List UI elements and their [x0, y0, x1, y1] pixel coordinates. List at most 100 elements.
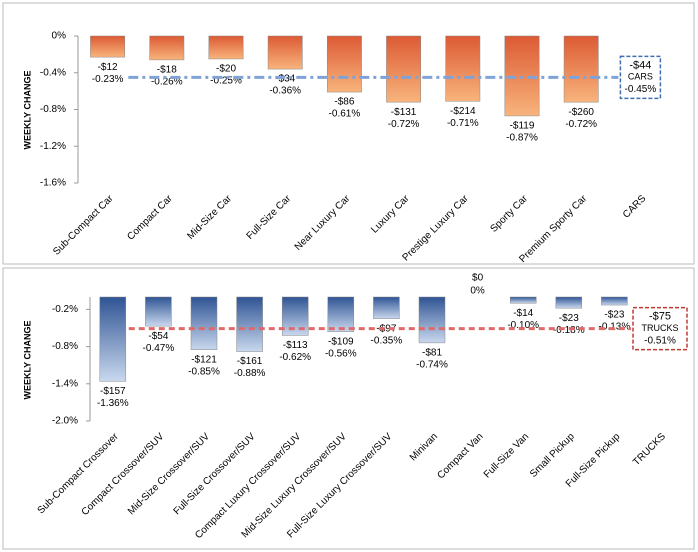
bar [149, 35, 185, 61]
bar [90, 35, 126, 58]
value-label: -0.26% [151, 77, 183, 88]
value-label: -0.36% [269, 86, 301, 97]
value-label: -0.61% [329, 109, 361, 120]
dollar-label: -$23 [559, 313, 579, 324]
dollar-label: -$119 [510, 121, 535, 132]
y-tick-label: -2.0% [52, 416, 78, 427]
dollar-label: -$131 [391, 107, 417, 118]
bar [326, 35, 362, 93]
bar [418, 296, 446, 344]
average-box [632, 306, 688, 351]
dollar-label: -$109 [328, 336, 354, 347]
dollar-label: -$121 [191, 354, 217, 365]
value-label: -0.87% [506, 133, 538, 144]
x-tick-label: Luxury Car [369, 193, 412, 236]
dollar-label: -$260 [568, 107, 594, 118]
dollar-label: -$214 [450, 106, 476, 117]
value-label: -0.47% [143, 343, 175, 354]
dollar-label: -$161 [237, 356, 263, 367]
bar [386, 35, 422, 103]
dollar-label: -$18 [157, 65, 177, 76]
value-label: -0.72% [565, 119, 597, 130]
dollar-label: -$86 [334, 97, 354, 108]
average-name: TRUCKS [641, 323, 678, 333]
bar [373, 296, 400, 319]
dollar-label: -$113 [283, 340, 308, 351]
value-label: -1.36% [97, 398, 129, 409]
x-tick-label: TRUCKS [631, 431, 668, 468]
value-label: -0.72% [388, 119, 420, 130]
value-label: -0.88% [234, 368, 266, 379]
dollar-label: -$157 [100, 386, 126, 397]
bar [509, 296, 537, 304]
average-name: CARS [628, 72, 653, 82]
x-tick-label: Full-Size Car [245, 193, 294, 242]
x-tick-label: Sporty Car [488, 193, 530, 235]
dollar-label: $0 [472, 273, 484, 284]
x-tick-label: Compact Crossover/SUV [80, 431, 167, 518]
dollar-label: -$97 [376, 323, 396, 334]
bar [190, 296, 218, 350]
y-tick-label: -0.8% [40, 104, 66, 115]
bar [563, 35, 599, 103]
dollar-label: -$12 [98, 62, 118, 73]
y-tick-label: -1.2% [40, 141, 66, 152]
value-label: -0.18% [553, 325, 585, 336]
value-label: -0.85% [188, 366, 220, 377]
x-tick-label: Small Pickup [528, 431, 577, 480]
x-tick-label: Premium Sporty Car [517, 193, 589, 265]
value-label: -0.56% [325, 348, 357, 359]
x-tick-label: Compact Car [125, 193, 175, 243]
dollar-label: -$14 [513, 308, 533, 319]
x-tick-label: Sub-Compact Car [51, 193, 116, 258]
average-value-label: -0.51% [644, 335, 676, 346]
panel [2, 2, 695, 265]
x-tick-label: Mid-Size Crossover/SUV [126, 431, 212, 517]
bar [99, 296, 127, 382]
x-tick-label: Full-Size Van [482, 431, 531, 480]
y-tick-label: -0.8% [52, 341, 78, 352]
dollar-label: -$34 [275, 74, 295, 85]
y-axis-title: WEEKLY CHANGE [22, 320, 32, 399]
bar [208, 35, 244, 60]
y-tick-label: -0.2% [52, 304, 78, 315]
value-label: -0.71% [447, 118, 479, 129]
x-tick-label: Sub-Compact Crossover [36, 431, 122, 517]
bar [145, 296, 172, 327]
dollar-label: -$54 [148, 331, 168, 342]
value-label: -0.62% [279, 352, 311, 363]
x-tick-label: Prestige Luxury Car [401, 193, 472, 264]
x-tick-label: CARS [621, 193, 649, 221]
x-tick-label: Full-Size Crossover/SUV [172, 431, 258, 517]
bar [555, 296, 583, 309]
x-tick-label: Compact Van [435, 431, 485, 481]
value-label: 0% [470, 286, 485, 297]
x-tick-label: Minivan [408, 431, 440, 463]
average-dollar-label: -$44 [629, 59, 651, 71]
panel [2, 267, 695, 550]
x-tick-label: Near Luxury Car [293, 193, 353, 253]
value-label: -0.23% [92, 74, 124, 85]
average-value-label: -0.45% [625, 84, 657, 95]
y-tick-label: 0% [52, 31, 67, 42]
y-tick-label: -0.4% [40, 67, 66, 78]
dollar-label: -$20 [216, 64, 236, 75]
value-label: -0.25% [210, 76, 242, 87]
y-tick-label: -1.6% [40, 178, 66, 189]
value-label: -0.35% [371, 335, 403, 346]
bar [601, 296, 628, 306]
x-tick-label: Mid-Size Car [185, 193, 234, 242]
value-label: -0.10% [507, 320, 539, 331]
bar [236, 296, 263, 352]
dollar-label: -$81 [422, 348, 442, 359]
bar [327, 296, 355, 332]
average-dollar-label: -$75 [649, 311, 671, 323]
dollar-label: -$23 [604, 310, 624, 321]
average-box [619, 55, 662, 100]
bar [445, 35, 481, 102]
y-axis-title: WEEKLY CHANGE [22, 70, 32, 149]
y-tick-label: -1.4% [52, 378, 78, 389]
bar [267, 35, 303, 70]
value-label: -0.74% [416, 360, 448, 371]
